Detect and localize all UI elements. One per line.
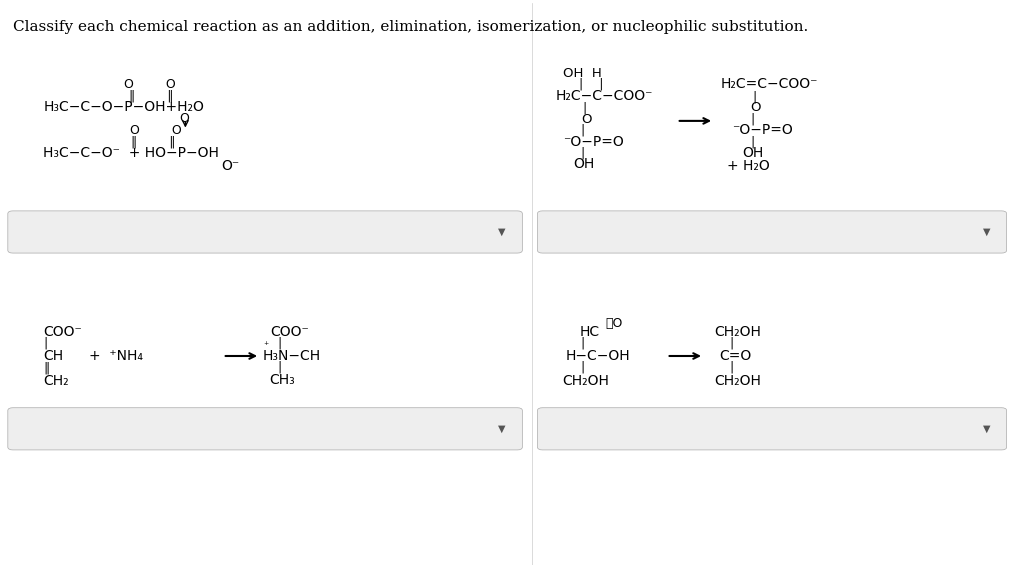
FancyBboxPatch shape (538, 408, 1007, 450)
Text: ▼: ▼ (499, 227, 506, 237)
Text: |: | (43, 337, 47, 349)
FancyBboxPatch shape (538, 211, 1007, 253)
Text: |: | (581, 124, 585, 137)
Text: HC: HC (580, 325, 600, 339)
Text: O⁻: O⁻ (222, 159, 240, 173)
Text: O: O (179, 111, 189, 124)
Text: |: | (729, 361, 733, 374)
Text: CH₂OH: CH₂OH (714, 325, 761, 339)
Text: H₂C=C−COO⁻: H₂C=C−COO⁻ (721, 77, 818, 91)
Text: ‖        ‖: ‖ ‖ (129, 89, 173, 102)
Text: OH  H: OH H (563, 66, 601, 80)
Text: ‖        ‖: ‖ ‖ (131, 135, 175, 148)
Text: ⁺: ⁺ (263, 341, 268, 351)
Text: H₃N−CH: H₃N−CH (263, 349, 322, 363)
Text: ‖: ‖ (43, 362, 49, 375)
FancyBboxPatch shape (8, 408, 522, 450)
Text: O: O (581, 112, 591, 126)
FancyBboxPatch shape (8, 211, 522, 253)
Text: |: | (729, 337, 733, 349)
Text: H₂C−C−COO⁻: H₂C−C−COO⁻ (556, 89, 653, 103)
Text: |: | (581, 361, 585, 374)
Text: |: | (581, 337, 585, 349)
Text: +  ⁺NH₄: + ⁺NH₄ (88, 349, 142, 363)
Text: |: | (751, 135, 755, 148)
Text: H−C−OH: H−C−OH (565, 349, 631, 363)
Text: COO⁻: COO⁻ (43, 325, 82, 339)
Text: + H₂O: + H₂O (727, 159, 770, 173)
Text: ⌒O: ⌒O (605, 317, 623, 330)
Text: |: | (583, 102, 587, 115)
Text: |: | (278, 361, 282, 374)
Text: CH₃: CH₃ (269, 373, 295, 387)
Text: COO⁻: COO⁻ (270, 325, 309, 339)
Text: OH: OH (742, 146, 764, 160)
Text: CH₂OH: CH₂OH (563, 374, 609, 388)
Text: C=O: C=O (719, 349, 752, 363)
Text: H₃C−C−O⁻  + HO−P−OH: H₃C−C−O⁻ + HO−P−OH (43, 146, 219, 160)
Text: |: | (581, 147, 585, 160)
Text: ▼: ▼ (499, 424, 506, 434)
Text: ▼: ▼ (983, 424, 990, 434)
Text: |: | (751, 112, 755, 126)
Text: |    |: | | (570, 78, 603, 91)
Text: Classify each chemical reaction as an addition, elimination, isomerization, or n: Classify each chemical reaction as an ad… (13, 20, 808, 34)
Text: |: | (278, 337, 282, 349)
Text: O        O: O O (124, 78, 175, 91)
Text: O: O (751, 102, 761, 115)
Text: ▼: ▼ (983, 227, 990, 237)
Text: O        O: O O (130, 124, 181, 137)
Text: H₃C−C−O−P−OH+H₂O: H₃C−C−O−P−OH+H₂O (43, 100, 204, 114)
Text: |: | (753, 90, 757, 103)
Text: CH₂: CH₂ (43, 374, 69, 388)
Text: CH₂OH: CH₂OH (714, 374, 761, 388)
Text: OH: OH (572, 157, 594, 171)
Text: ⁻O−P=O: ⁻O−P=O (563, 135, 624, 149)
Text: ⁻O−P=O: ⁻O−P=O (732, 123, 793, 137)
Text: CH: CH (43, 349, 63, 363)
